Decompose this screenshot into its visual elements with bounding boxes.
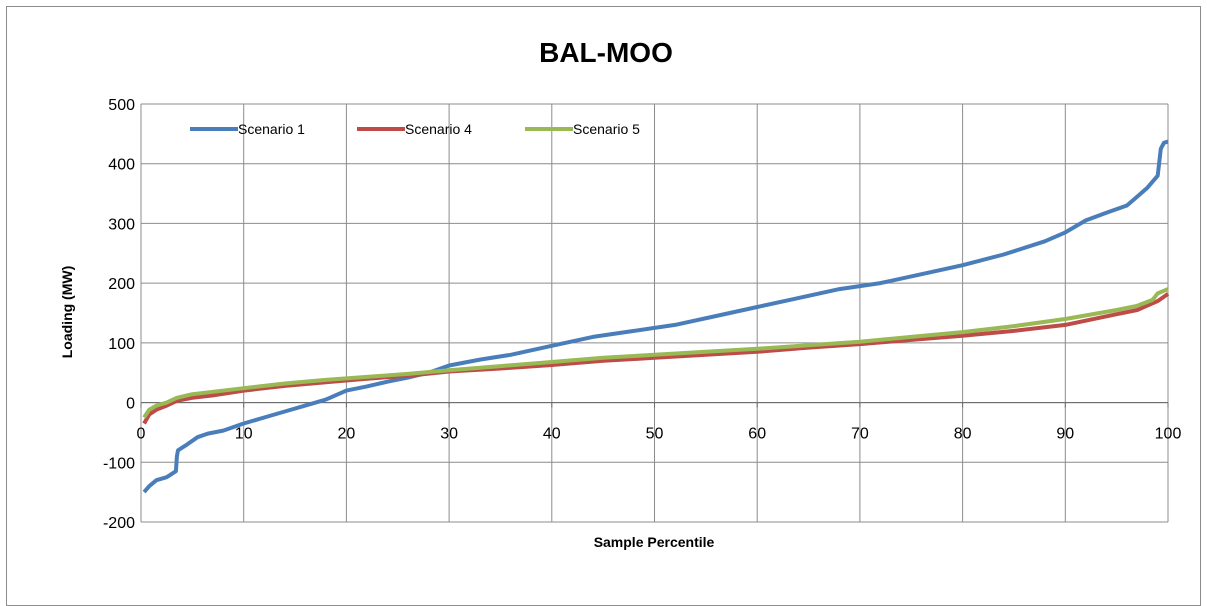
series-line-scenario-5: [142, 287, 1169, 419]
x-tick-label: 10: [235, 426, 253, 443]
chart-title: BAL-MOO: [539, 37, 673, 68]
series-line-scenario-4: [142, 292, 1170, 425]
y-tick-label: 0: [126, 396, 135, 413]
x-tick-label: 70: [851, 426, 869, 443]
y-tick-label: 200: [108, 276, 135, 293]
series-line-scenario-1: [142, 139, 1169, 494]
x-tick-label: 30: [440, 426, 458, 443]
y-tick-label: -100: [103, 455, 135, 472]
y-tick-label: -200: [103, 515, 135, 532]
x-tick-label: 0: [137, 426, 146, 443]
chart-frame: [6, 6, 1201, 606]
y-tick-label: 500: [108, 97, 135, 114]
y-tick-label: 400: [108, 157, 135, 174]
x-tick-label: 100: [1155, 426, 1182, 443]
legend: Scenario 1 Scenario 4 Scenario 5: [190, 121, 640, 137]
x-tick-label: 80: [954, 426, 972, 443]
x-tick-labels: 0 10 20 30 40 50 60 70 80 90 100: [137, 426, 1182, 443]
y-tick-label: 100: [108, 336, 135, 353]
x-tick-label: 50: [646, 426, 664, 443]
y-axis-title: Loading (MW): [59, 266, 75, 359]
x-tick-label: 90: [1056, 426, 1074, 443]
legend-label: Scenario 1: [238, 121, 305, 137]
gridlines: [140, 103, 1169, 523]
x-axis-title: Sample Percentile: [594, 534, 715, 550]
legend-label: Scenario 5: [573, 121, 640, 137]
series-lines: [142, 139, 1170, 494]
x-tick-label: 20: [338, 426, 356, 443]
y-tick-label: 300: [108, 216, 135, 233]
legend-label: Scenario 4: [405, 121, 472, 137]
y-tick-labels: -200 -100 0 100 200 300 400 500: [103, 97, 135, 532]
x-tick-label: 40: [543, 426, 561, 443]
x-tick-label: 60: [748, 426, 766, 443]
